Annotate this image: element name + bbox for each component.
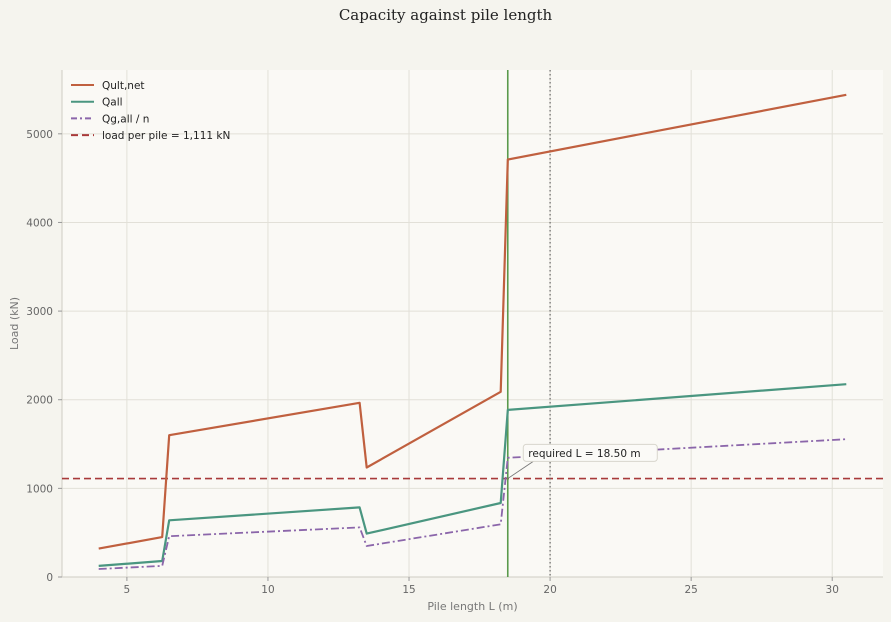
y-tick-label: 1000 — [26, 483, 53, 495]
y-tick-label: 2000 — [26, 395, 53, 407]
y-tick-label: 4000 — [26, 217, 53, 229]
y-tick-label: 3000 — [26, 306, 53, 318]
x-tick-label: 30 — [826, 584, 839, 596]
x-tick-label: 20 — [543, 584, 556, 596]
legend-label: Qg,all / n — [102, 113, 149, 125]
x-axis-label: Pile length L (m) — [427, 600, 517, 613]
series-line — [98, 438, 847, 570]
annotation-label: required L = 18.50 m — [528, 448, 640, 460]
y-axis-ticks: 0 1000 2000 3000 4000 5000 — [26, 129, 62, 584]
x-axis-ticks: 5 10 15 20 25 30 — [124, 577, 839, 596]
series-line — [98, 93, 847, 550]
legend: Qult,net Qall Qg,all / n load per pile = 1,… — [71, 80, 230, 142]
legend-label: Qall — [102, 97, 123, 109]
series-lines — [98, 93, 847, 570]
series-line — [98, 383, 847, 567]
reference-lines — [62, 70, 883, 577]
chart-title: Capacity against pile length — [338, 6, 553, 24]
x-tick-label: 5 — [124, 584, 131, 596]
legend-label: Qult,net — [102, 80, 145, 92]
annotation-box — [522, 443, 658, 462]
y-axis-label: Load (kN) — [8, 297, 21, 350]
annotation: required L = 18.50 m — [507, 443, 658, 479]
y-tick-label: 5000 — [26, 129, 53, 141]
annotation-arrow — [507, 461, 534, 479]
y-tick-label: 0 — [46, 572, 53, 584]
x-tick-label: 25 — [684, 584, 697, 596]
plot-area — [62, 70, 883, 577]
x-tick-label: 15 — [402, 584, 415, 596]
x-tick-label: 10 — [261, 584, 274, 596]
legend-label: load per pile = 1,111 kN — [102, 130, 230, 142]
axes — [61, 70, 883, 578]
